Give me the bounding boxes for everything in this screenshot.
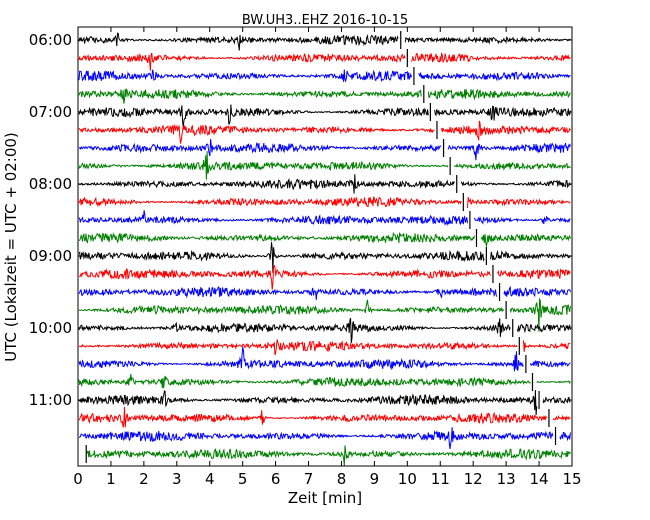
y-axis: 06:00 07:00 08:00 09:00 10:00 11:00 xyxy=(29,31,572,409)
trace-row-10 xyxy=(78,210,571,227)
trace-row-5 xyxy=(78,120,571,144)
x-tick-label: 8 xyxy=(337,470,347,488)
trace-row-15 xyxy=(78,297,571,332)
y-tick-label: 11:00 xyxy=(29,391,72,409)
trace-row-0 xyxy=(78,32,571,51)
x-axis: 0 1 2 3 4 5 6 7 8 9 10 11 12 13 14 15 xyxy=(73,27,582,488)
trace-row-9 xyxy=(78,195,571,209)
trace-row-22 xyxy=(78,427,571,449)
trace-row-2 xyxy=(78,69,571,83)
x-tick-label: 3 xyxy=(172,470,182,488)
trace-row-13 xyxy=(79,264,571,290)
trace-row-11 xyxy=(78,231,571,247)
trace-row-21 xyxy=(78,406,571,428)
trace-row-8 xyxy=(78,174,571,194)
trace-row-19 xyxy=(78,373,571,389)
x-tick-label: 13 xyxy=(497,470,516,488)
x-tick-label: 14 xyxy=(530,470,549,488)
trace-row-7 xyxy=(78,151,571,180)
x-tick-label: 5 xyxy=(238,470,248,488)
x-tick-label: 12 xyxy=(464,470,483,488)
trace-row-17 xyxy=(78,339,571,356)
x-axis-label: Zeit [min] xyxy=(288,489,362,507)
x-tick-label: 7 xyxy=(304,470,314,488)
trace-row-6 xyxy=(79,139,571,161)
plot-frame xyxy=(77,26,573,467)
x-tick-label: 6 xyxy=(271,470,281,488)
x-tick-label: 9 xyxy=(370,470,380,488)
y-tick-label: 07:00 xyxy=(29,103,72,121)
x-tick-label: 1 xyxy=(106,470,116,488)
trace-row-14 xyxy=(78,285,571,300)
x-tick-label: 10 xyxy=(398,470,417,488)
y-axis-label: UTC (Lokalzeit = UTC + 02:00) xyxy=(2,132,20,362)
y-tick-label: 08:00 xyxy=(29,175,72,193)
x-tick-label: 15 xyxy=(562,470,581,488)
chart-title: BW.UH3..EHZ 2016-10-15 xyxy=(242,13,408,28)
x-tick-label: 0 xyxy=(73,470,83,488)
gap-markers-group xyxy=(85,31,557,463)
y-tick-label: 09:00 xyxy=(29,247,72,265)
trace-row-12 xyxy=(78,242,571,274)
trace-row-1 xyxy=(78,51,571,71)
x-tick-label: 2 xyxy=(139,470,149,488)
x-tick-label: 11 xyxy=(431,470,450,488)
x-tick-label: 4 xyxy=(205,470,215,488)
traces-group xyxy=(78,32,571,466)
trace-row-4 xyxy=(78,104,571,128)
trace-row-3 xyxy=(78,88,571,104)
y-tick-label: 10:00 xyxy=(29,319,72,337)
trace-row-18 xyxy=(78,346,571,372)
trace-row-23 xyxy=(86,445,571,466)
trace-row-16 xyxy=(78,317,571,344)
trace-row-20 xyxy=(78,389,571,416)
y-tick-label: 06:00 xyxy=(29,31,72,49)
